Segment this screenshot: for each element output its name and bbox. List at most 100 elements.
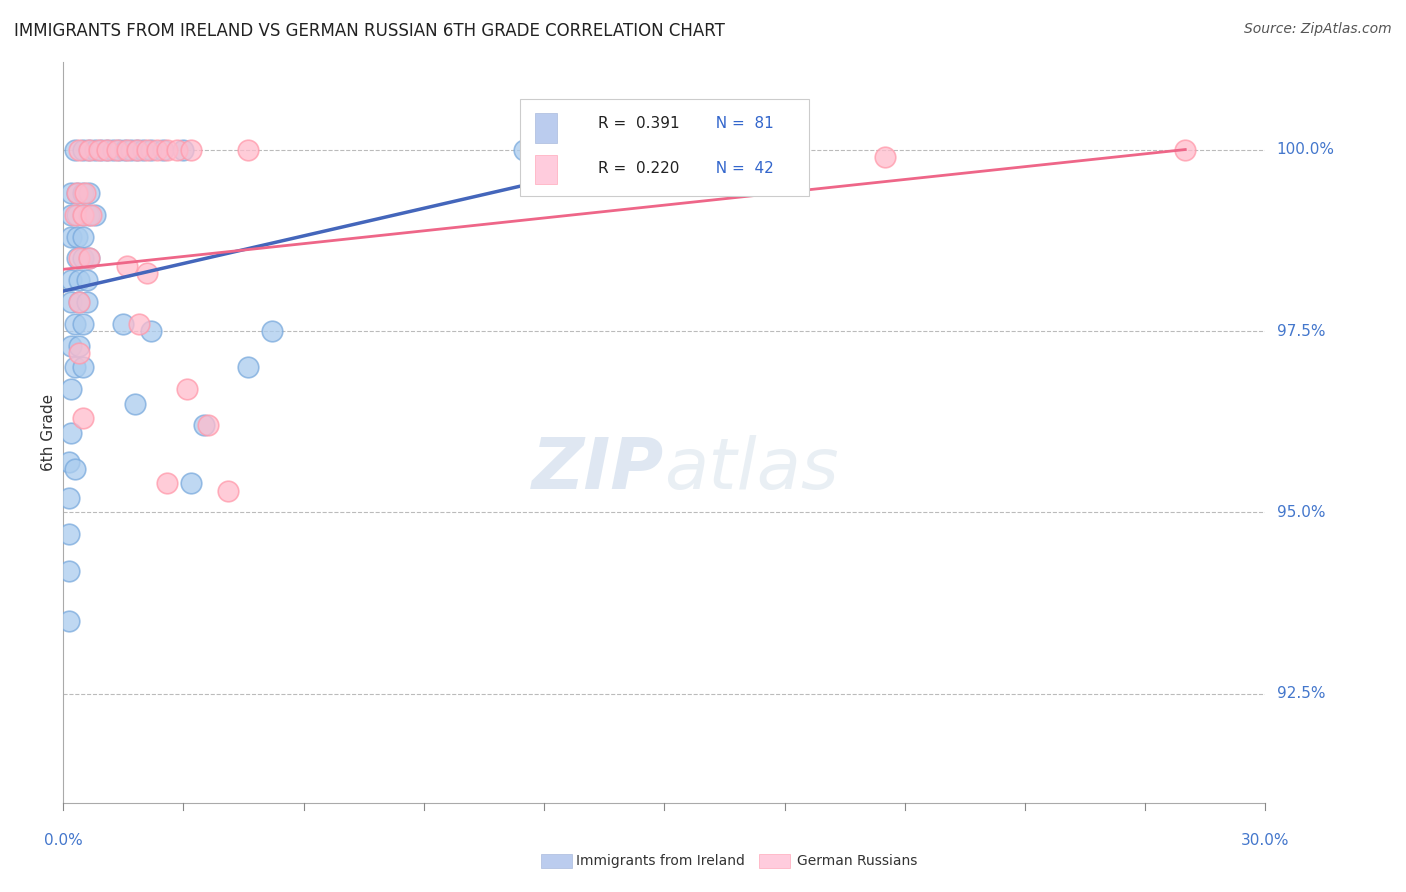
Text: R =  0.391: R = 0.391 [598,116,681,131]
Text: 30.0%: 30.0% [1241,833,1289,848]
Point [58,491,80,505]
Point [67,345,90,359]
Text: 97.5%: 97.5% [1277,324,1324,338]
Point [84,143,107,157]
Point [180,476,202,491]
Y-axis label: 6th Grade: 6th Grade [41,394,56,471]
Point [76,273,98,287]
Point [60,273,83,287]
Point [76,295,98,310]
Point [60,382,83,396]
Point [132,143,155,157]
Point [66,229,89,244]
Text: Immigrants from Ireland: Immigrants from Ireland [576,854,745,868]
Point [89,143,111,157]
Point [513,143,536,157]
Point [58,527,80,541]
Point [72,360,94,375]
Point [96,143,118,157]
Point [79,143,101,157]
Point [127,143,149,157]
Point [112,317,135,331]
Point [124,396,146,410]
Point [79,186,101,200]
Point [128,317,150,331]
Point [127,143,149,157]
Point [60,295,83,310]
Point [873,150,896,164]
Point [136,143,159,157]
Text: German Russians: German Russians [797,854,918,868]
Point [65,143,87,157]
Text: R =  0.220: R = 0.220 [598,161,679,177]
Point [65,208,87,222]
Text: IMMIGRANTS FROM IRELAND VS GERMAN RUSSIAN 6TH GRADE CORRELATION CHART: IMMIGRANTS FROM IRELAND VS GERMAN RUSSIA… [14,22,725,40]
Point [58,615,80,629]
Text: 92.5%: 92.5% [1277,687,1324,701]
Bar [534,113,557,143]
Point [193,418,215,433]
Point [80,208,103,222]
Point [146,143,169,157]
Point [79,143,101,157]
Point [67,252,90,266]
Point [72,208,94,222]
Point [72,186,94,200]
Text: N =  81: N = 81 [706,116,775,131]
Point [141,143,163,157]
Point [180,143,202,157]
Point [75,186,97,200]
Point [117,259,139,273]
Point [236,360,259,375]
Point [60,186,83,200]
Bar [520,100,808,195]
Point [67,273,90,287]
Point [67,295,90,310]
Point [236,143,259,157]
Point [84,208,107,222]
Point [156,143,179,157]
Point [1174,143,1197,157]
Point [60,229,83,244]
Text: 100.0%: 100.0% [1277,142,1334,157]
Point [72,229,94,244]
Point [66,186,89,200]
Point [260,324,283,338]
Point [621,157,644,171]
Point [60,425,83,440]
Point [66,208,89,222]
Text: N =  42: N = 42 [706,161,775,177]
Point [72,252,94,266]
Point [197,418,219,433]
Point [120,143,142,157]
Point [172,143,194,157]
Point [96,143,118,157]
Text: atlas: atlas [665,435,839,504]
Point [79,252,101,266]
Point [65,462,87,476]
Point [65,317,87,331]
Point [58,455,80,469]
Point [66,252,89,266]
Point [65,360,87,375]
Point [141,324,163,338]
Point [136,266,159,280]
Point [72,143,94,157]
Point [103,143,125,157]
Point [176,382,198,396]
Point [79,252,101,266]
Point [152,143,174,157]
Point [66,186,89,200]
Text: 0.0%: 0.0% [44,833,83,848]
Point [108,143,131,157]
Point [67,338,90,352]
Point [79,208,101,222]
Point [60,208,83,222]
Text: 95.0%: 95.0% [1277,505,1324,520]
Point [72,411,94,425]
Point [217,483,239,498]
Point [60,338,83,352]
Point [117,143,139,157]
Point [67,295,90,310]
Point [72,208,94,222]
